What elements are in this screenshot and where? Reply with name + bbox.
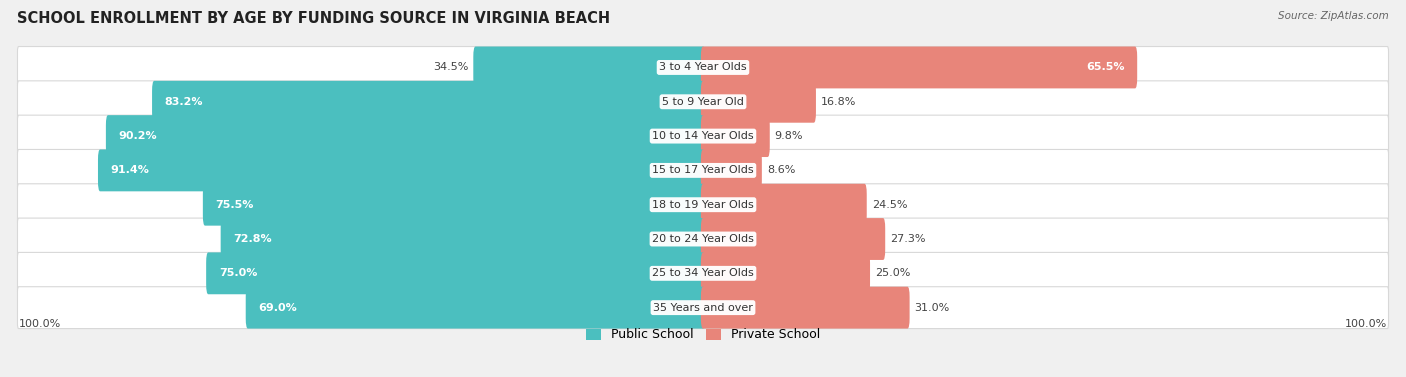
FancyBboxPatch shape: [17, 81, 1389, 123]
FancyBboxPatch shape: [17, 287, 1389, 329]
FancyBboxPatch shape: [700, 149, 762, 192]
FancyBboxPatch shape: [700, 218, 886, 260]
Text: 10 to 14 Year Olds: 10 to 14 Year Olds: [652, 131, 754, 141]
FancyBboxPatch shape: [98, 149, 706, 192]
FancyBboxPatch shape: [152, 81, 706, 123]
Text: 15 to 17 Year Olds: 15 to 17 Year Olds: [652, 166, 754, 175]
Text: 100.0%: 100.0%: [18, 319, 60, 329]
FancyBboxPatch shape: [207, 253, 706, 294]
Text: Source: ZipAtlas.com: Source: ZipAtlas.com: [1278, 11, 1389, 21]
FancyBboxPatch shape: [17, 149, 1389, 192]
Text: 24.5%: 24.5%: [872, 200, 907, 210]
FancyBboxPatch shape: [221, 218, 706, 260]
Text: 72.8%: 72.8%: [233, 234, 271, 244]
Text: 90.2%: 90.2%: [118, 131, 157, 141]
FancyBboxPatch shape: [202, 184, 706, 226]
Text: 18 to 19 Year Olds: 18 to 19 Year Olds: [652, 200, 754, 210]
Text: 34.5%: 34.5%: [433, 63, 468, 72]
Text: 69.0%: 69.0%: [259, 303, 297, 313]
Text: 91.4%: 91.4%: [111, 166, 149, 175]
Text: 8.6%: 8.6%: [766, 166, 796, 175]
FancyBboxPatch shape: [700, 81, 815, 123]
Text: 25.0%: 25.0%: [875, 268, 910, 278]
FancyBboxPatch shape: [17, 184, 1389, 226]
FancyBboxPatch shape: [700, 184, 866, 226]
FancyBboxPatch shape: [105, 115, 706, 157]
FancyBboxPatch shape: [700, 46, 1137, 88]
Text: 27.3%: 27.3%: [890, 234, 925, 244]
Text: 9.8%: 9.8%: [775, 131, 803, 141]
FancyBboxPatch shape: [17, 218, 1389, 260]
FancyBboxPatch shape: [700, 287, 910, 329]
Text: 25 to 34 Year Olds: 25 to 34 Year Olds: [652, 268, 754, 278]
Text: 16.8%: 16.8%: [821, 97, 856, 107]
FancyBboxPatch shape: [474, 46, 706, 88]
FancyBboxPatch shape: [17, 253, 1389, 294]
Text: 100.0%: 100.0%: [1346, 319, 1388, 329]
FancyBboxPatch shape: [17, 115, 1389, 157]
FancyBboxPatch shape: [246, 287, 706, 329]
FancyBboxPatch shape: [700, 253, 870, 294]
Text: 5 to 9 Year Old: 5 to 9 Year Old: [662, 97, 744, 107]
Text: 3 to 4 Year Olds: 3 to 4 Year Olds: [659, 63, 747, 72]
FancyBboxPatch shape: [17, 46, 1389, 88]
Text: 35 Years and over: 35 Years and over: [652, 303, 754, 313]
Text: 31.0%: 31.0%: [914, 303, 950, 313]
FancyBboxPatch shape: [700, 115, 769, 157]
Text: SCHOOL ENROLLMENT BY AGE BY FUNDING SOURCE IN VIRGINIA BEACH: SCHOOL ENROLLMENT BY AGE BY FUNDING SOUR…: [17, 11, 610, 26]
Text: 75.5%: 75.5%: [215, 200, 254, 210]
Text: 75.0%: 75.0%: [219, 268, 257, 278]
Text: 65.5%: 65.5%: [1085, 63, 1125, 72]
Legend: Public School, Private School: Public School, Private School: [581, 323, 825, 346]
Text: 20 to 24 Year Olds: 20 to 24 Year Olds: [652, 234, 754, 244]
Text: 83.2%: 83.2%: [165, 97, 204, 107]
